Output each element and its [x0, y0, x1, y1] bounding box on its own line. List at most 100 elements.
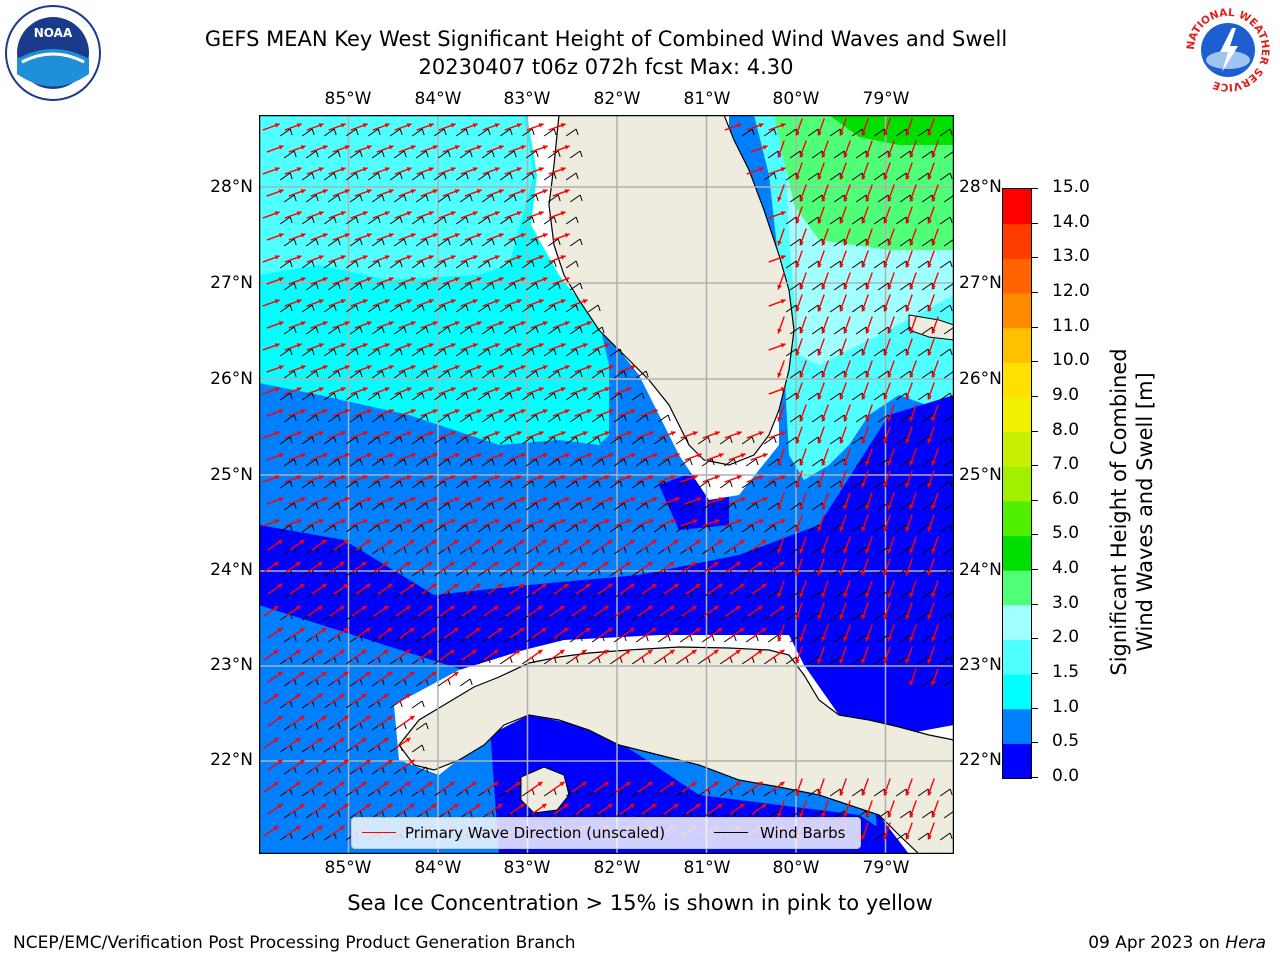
wind-barb [877, 590, 889, 599]
wind-barb-flag [447, 238, 451, 246]
wave-arrow-head [388, 409, 394, 414]
wave-arrow-head [295, 781, 301, 787]
wind-barb [895, 348, 907, 357]
lat-tick-right: 26°N [959, 369, 1002, 389]
wind-barb [811, 238, 823, 247]
wind-barb [565, 304, 577, 313]
wave-arrow-head [471, 605, 477, 611]
wind-barb-flag [667, 502, 671, 510]
wind-barb [851, 128, 863, 137]
wind-barb [525, 282, 537, 291]
wave-arrow-head [296, 343, 302, 348]
wind-barb [811, 458, 823, 467]
wave-arrow-head [717, 583, 723, 589]
wind-barb-flag [399, 172, 403, 180]
wind-barb-flag [315, 282, 319, 290]
wave-arrow-head [322, 233, 328, 238]
wind-barb [587, 480, 599, 489]
wind-barb-flag [619, 612, 623, 620]
wave-arrow-head [865, 284, 870, 290]
wave-arrow-head [516, 211, 522, 216]
wave-arrow-head [780, 519, 786, 524]
wave-arrow-head [406, 255, 412, 260]
wave-arrow-head [883, 834, 888, 840]
wave-arrow-head [476, 145, 482, 150]
wave-arrow-head [542, 277, 548, 282]
map-legend: Primary Wave Direction (unscaled) Wind B… [351, 817, 861, 849]
wind-barb-flag [469, 414, 473, 422]
wave-arrow-head [931, 460, 936, 466]
wind-barb-flag [557, 502, 561, 510]
wave-arrow-head [339, 781, 345, 787]
lon-tick-bottom: 85°W [324, 858, 372, 878]
wind-barb-flag [685, 612, 689, 620]
wave-arrow-head [388, 321, 394, 326]
colorbar-tick-label: 13.0 [1052, 246, 1090, 267]
wind-barb-flag [399, 304, 403, 312]
wave-arrow-head [409, 671, 415, 677]
wave-arrow-head [494, 123, 500, 128]
wave-arrow-head [674, 497, 680, 502]
colorbar-segment [1003, 189, 1031, 225]
wave-arrow-head [795, 394, 800, 400]
wave-arrow-head [795, 350, 800, 356]
wave-arrow-head [388, 277, 394, 282]
wind-barb [851, 304, 863, 313]
wave-legend-label: Primary Wave Direction (unscaled) [405, 824, 666, 842]
wind-barb [499, 128, 511, 137]
wave-arrow-head [295, 693, 301, 699]
wind-barb [811, 282, 823, 291]
wave-arrow-head [777, 372, 782, 378]
wind-barb [811, 502, 823, 511]
wave-arrow-head [295, 737, 301, 743]
wind-barb [459, 282, 471, 291]
wave-arrow-head [428, 387, 434, 392]
wind-barb-flag [355, 436, 359, 444]
wind-barb [547, 282, 559, 291]
wind-barb [785, 524, 797, 533]
lon-tick-top: 83°W [503, 89, 551, 109]
wave-arrow-head [887, 328, 892, 334]
wave-arrow-head [931, 284, 936, 290]
colorbar-tick-mark [1032, 742, 1038, 744]
wind-barb [569, 370, 581, 379]
wind-barb-flag [553, 568, 557, 576]
wave-arrow-head [608, 497, 614, 502]
wave-arrow-head [927, 174, 932, 180]
wind-barb [371, 370, 383, 379]
wind-barb [367, 128, 379, 137]
wind-barb [899, 194, 911, 203]
wind-barb [301, 216, 313, 225]
wave-arrow-head [343, 803, 349, 809]
wind-barb-flag [359, 634, 363, 642]
wave-arrow-head [817, 394, 822, 400]
wave-arrow-head [931, 328, 936, 334]
wind-barb [785, 304, 797, 313]
wind-barb [389, 348, 401, 357]
wave-arrow-head [673, 539, 679, 545]
wind-barb-flag [293, 238, 297, 246]
wind-barb-flag [443, 128, 447, 136]
colorbar-tick-label: 11.0 [1052, 315, 1090, 336]
wave-arrow-head [296, 519, 302, 524]
wave-arrow-head [274, 387, 280, 392]
wave-arrow-head [296, 211, 302, 216]
wind-barb-flag [465, 656, 469, 664]
wind-barb [349, 150, 361, 159]
wind-barb [939, 480, 951, 489]
wave-arrow-head [563, 583, 569, 589]
wind-barb [829, 348, 841, 357]
wave-arrow-head [673, 627, 679, 633]
wave-arrow-head [909, 636, 914, 642]
wind-barb [569, 194, 581, 203]
wave-arrow-head [519, 539, 525, 545]
wave-arrow-head [431, 583, 437, 589]
wind-barb-flag [619, 656, 623, 664]
wind-barb-flag [447, 150, 451, 158]
map-frame [258, 114, 955, 855]
wave-arrow-head [339, 825, 345, 831]
wind-barb-flag [579, 458, 583, 466]
wave-arrow-head [799, 152, 804, 158]
wind-barb [371, 150, 383, 159]
wind-barb [609, 480, 621, 489]
